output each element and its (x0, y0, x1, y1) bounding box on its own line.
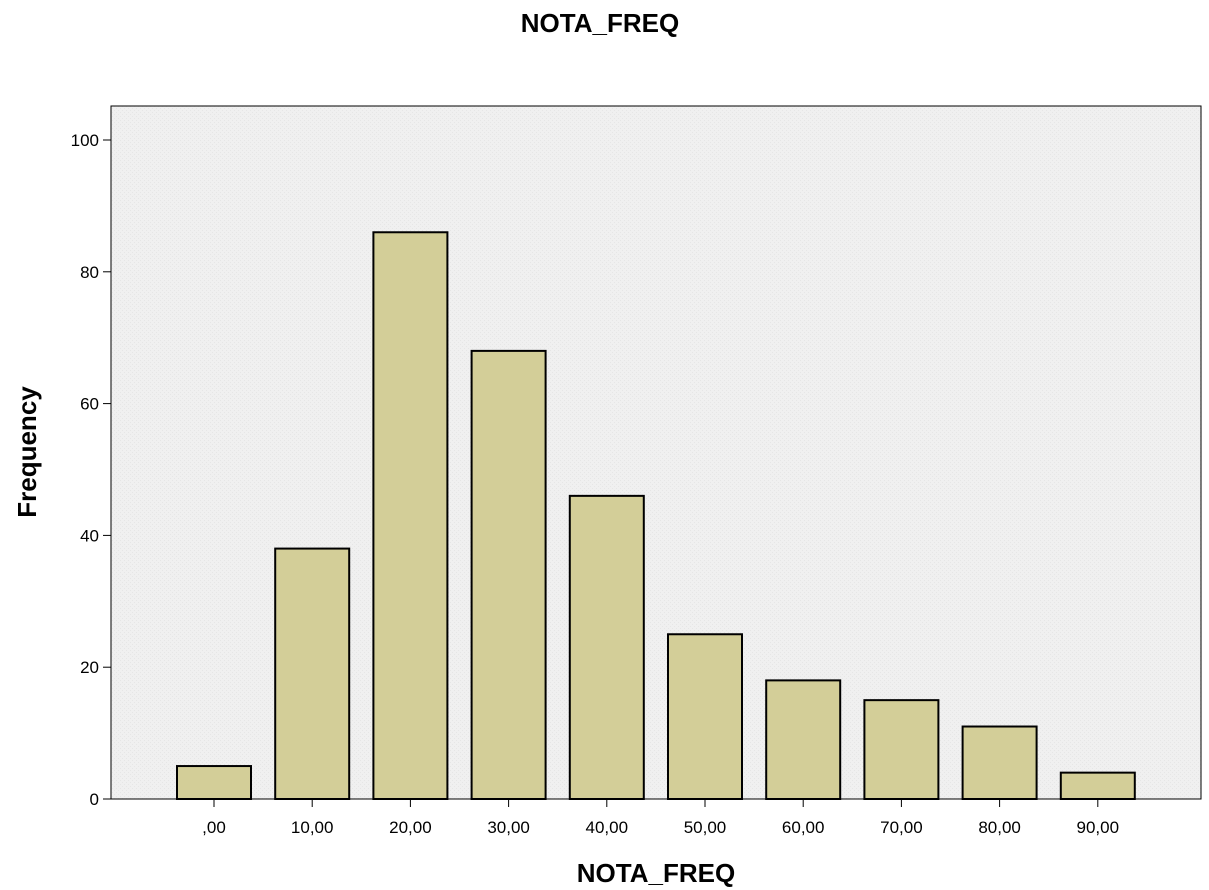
bar (470, 349, 547, 800)
bar (1059, 771, 1136, 801)
chart-title: NOTA_FREQ (521, 8, 679, 38)
y-tick-label: 20 (80, 658, 99, 677)
y-axis-title: Frequency (12, 386, 42, 518)
bars-group (176, 231, 1136, 801)
y-tick-label: 100 (71, 131, 99, 150)
x-axis-title: NOTA_FREQ (577, 858, 735, 888)
x-tick-label: 90,00 (1077, 818, 1120, 837)
x-tick-label: 30,00 (487, 818, 530, 837)
bar (568, 494, 645, 800)
x-tick-label: 50,00 (684, 818, 727, 837)
x-tick-label: 80,00 (978, 818, 1021, 837)
x-tick-label: 10,00 (291, 818, 334, 837)
x-tick-label: 60,00 (782, 818, 825, 837)
bar (961, 725, 1038, 801)
x-tick-label: 70,00 (880, 818, 923, 837)
bar (372, 231, 449, 800)
y-tick-label: 60 (80, 395, 99, 414)
bar (863, 699, 940, 801)
y-tick-label: 40 (80, 526, 99, 545)
bar (176, 765, 252, 800)
x-axis-ticks: ,00 10,00 20,00 30,00 40,00 50,00 60,00 70,00 80… (202, 799, 1119, 837)
y-tick-label: 80 (80, 263, 99, 282)
x-tick-label: 20,00 (389, 818, 432, 837)
y-axis-ticks: 0 20 40 60 80 100 (71, 131, 111, 809)
bar (667, 633, 743, 800)
y-tick-label: 0 (90, 790, 99, 809)
x-tick-label: ,00 (202, 818, 226, 837)
bar (765, 679, 842, 801)
bar (274, 547, 351, 801)
x-tick-label: 40,00 (586, 818, 629, 837)
